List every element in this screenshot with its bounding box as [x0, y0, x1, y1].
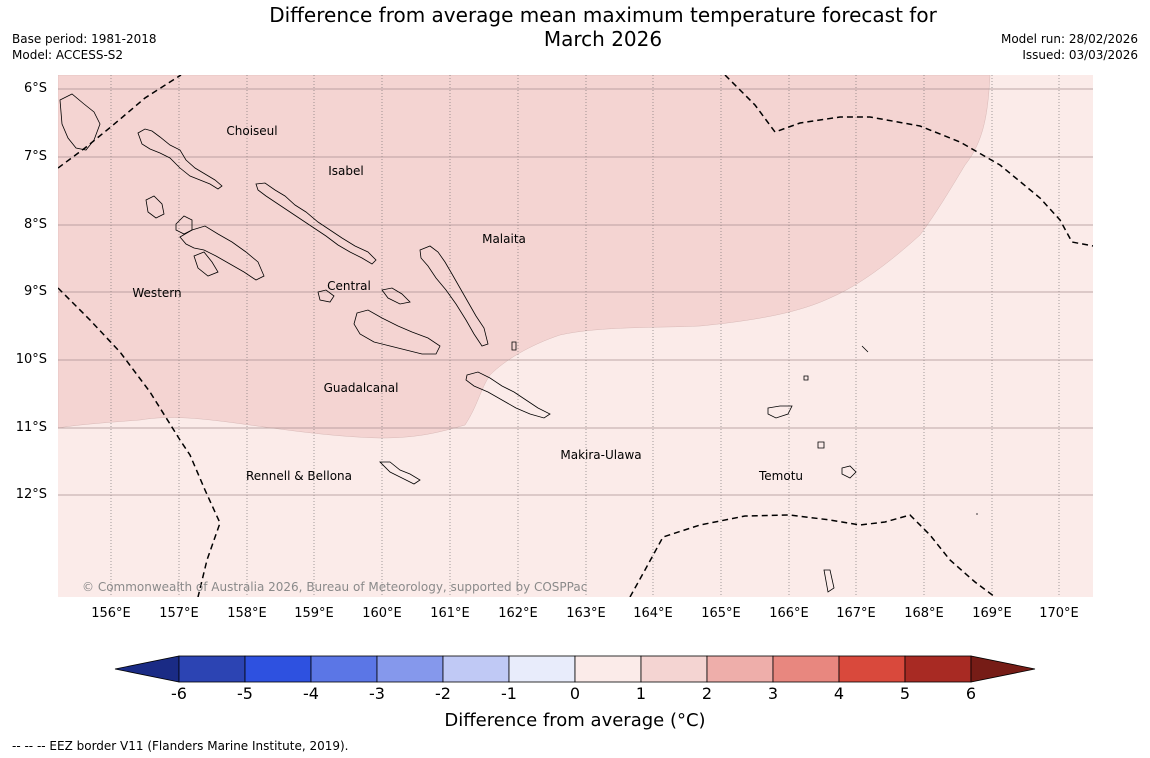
- new-georgia-island: [179, 225, 265, 281]
- region-label-temotu: Temotu: [758, 469, 804, 483]
- colorbar-tick: -5: [237, 684, 253, 703]
- kolombangara-island: [175, 215, 193, 235]
- lat-label: 12°S: [15, 487, 47, 502]
- colorbar-tick: 0: [569, 684, 581, 703]
- small-island-3: [823, 569, 835, 593]
- lon-label: 159°E: [294, 606, 334, 621]
- lon-label: 156°E: [91, 606, 131, 621]
- region-label-guadalcanal: Guadalcanal: [323, 381, 399, 395]
- vella-lavella-island: [145, 195, 165, 219]
- lon-label: 165°E: [701, 606, 741, 621]
- colorbar-tick: 4: [833, 684, 845, 703]
- small-island-2: [817, 441, 825, 449]
- chart-title: Difference from average mean maximum tem…: [200, 3, 1006, 51]
- colorbar-swatch: [838, 655, 906, 683]
- model-run-text: Model run: 28/02/2026: [1000, 32, 1138, 46]
- lon-label: 164°E: [633, 606, 673, 621]
- lon-label: 158°E: [227, 606, 267, 621]
- lon-label: 160°E: [362, 606, 402, 621]
- lon-label: 168°E: [904, 606, 944, 621]
- colorbar-swatch: [772, 655, 840, 683]
- issued-text: Issued: 03/03/2026: [1022, 48, 1138, 62]
- colorbar-tick: -6: [171, 684, 187, 703]
- colorbar-tick: -3: [369, 684, 385, 703]
- lon-label: 170°E: [1039, 606, 1079, 621]
- colorbar-swatch: [244, 655, 312, 683]
- small-island-4: [511, 341, 978, 515]
- map-area: [58, 75, 1093, 597]
- graticule: [110, 75, 1060, 597]
- colorbar-tick: 3: [767, 684, 779, 703]
- rendova-island: [193, 251, 219, 277]
- colorbar-swatch: [574, 655, 642, 683]
- rennell-island: [379, 461, 421, 485]
- isabel-island: [255, 182, 377, 265]
- colorbar-swatch: [640, 655, 708, 683]
- colorbar-swatch: [442, 655, 510, 683]
- colorbar-tick: -2: [435, 684, 451, 703]
- forecast-info-right: Model run: 28/02/2026 Issued: 03/03/2026: [1001, 31, 1138, 63]
- colorbar: [114, 655, 1036, 683]
- colorbar-tick: -1: [501, 684, 517, 703]
- colorbar-extend-low: [114, 655, 180, 683]
- title-line-1: Difference from average mean maximum tem…: [269, 3, 937, 27]
- colorbar-extend-high: [970, 655, 1036, 683]
- forecast-info-left: Base period: 1981-2018 Model: ACCESS-S2: [12, 31, 157, 63]
- nggela-islands: [317, 287, 411, 305]
- colorbar-swatch: [508, 655, 576, 683]
- region-label-choiseul: Choiseul: [226, 124, 278, 138]
- small-island-1: [841, 465, 857, 479]
- region-label-isabel: Isabel: [328, 164, 364, 178]
- latitude-lines: [58, 88, 1093, 496]
- makira-island: [465, 371, 551, 419]
- copyright-notice: © Commonwealth of Australia 2026, Bureau…: [82, 580, 588, 594]
- lon-label: 161°E: [430, 606, 470, 621]
- malaita-island: [419, 245, 489, 347]
- santa-cruz-island: [767, 405, 793, 419]
- colorbar-swatch: [178, 655, 246, 683]
- lon-label: 162°E: [498, 606, 538, 621]
- colorbar-tick: 6: [965, 684, 977, 703]
- lat-label: 10°S: [15, 352, 47, 367]
- colorbar-tick: 2: [701, 684, 713, 703]
- anomaly-zone-1-to-2: [58, 75, 991, 439]
- colorbar-tick: 1: [635, 684, 647, 703]
- lon-label: 166°E: [769, 606, 809, 621]
- title-line-2: March 2026: [543, 27, 663, 51]
- island-outlines: [59, 93, 978, 593]
- eez-footnote: -- -- -- EEZ border V11 (Flanders Marine…: [12, 739, 349, 753]
- region-label-malaita: Malaita: [482, 232, 526, 246]
- colorbar-swatch: [376, 655, 444, 683]
- lat-label: 6°S: [23, 81, 47, 96]
- region-label-rennell-bellona: Rennell & Bellona: [245, 469, 353, 483]
- eez-borders: [58, 75, 1093, 597]
- lat-label: 11°S: [15, 420, 47, 435]
- lat-label: 7°S: [23, 149, 47, 164]
- colorbar-title: Difference from average (°C): [444, 710, 706, 731]
- region-label-makira-ulawa: Makira-Ulawa: [560, 448, 642, 462]
- lon-label: 163°E: [566, 606, 606, 621]
- guadalcanal-island: [353, 309, 441, 355]
- lon-label: 169°E: [972, 606, 1012, 621]
- colorbar-tick: -4: [303, 684, 319, 703]
- lat-label: 8°S: [23, 217, 47, 232]
- shortland-islands: [59, 93, 101, 151]
- lon-label: 167°E: [836, 606, 876, 621]
- colorbar-swatch: [904, 655, 972, 683]
- region-label-western: Western: [132, 286, 182, 300]
- region-label-central: Central: [327, 279, 371, 293]
- colorbar-tick: 5: [899, 684, 911, 703]
- colorbar-swatch: [706, 655, 774, 683]
- model-text: Model: ACCESS-S2: [12, 48, 124, 62]
- colorbar-swatch: [310, 655, 378, 683]
- lon-label: 157°E: [159, 606, 199, 621]
- base-period-text: Base period: 1981-2018: [12, 32, 157, 46]
- lat-label: 9°S: [23, 284, 47, 299]
- choiseul-island: [137, 128, 223, 190]
